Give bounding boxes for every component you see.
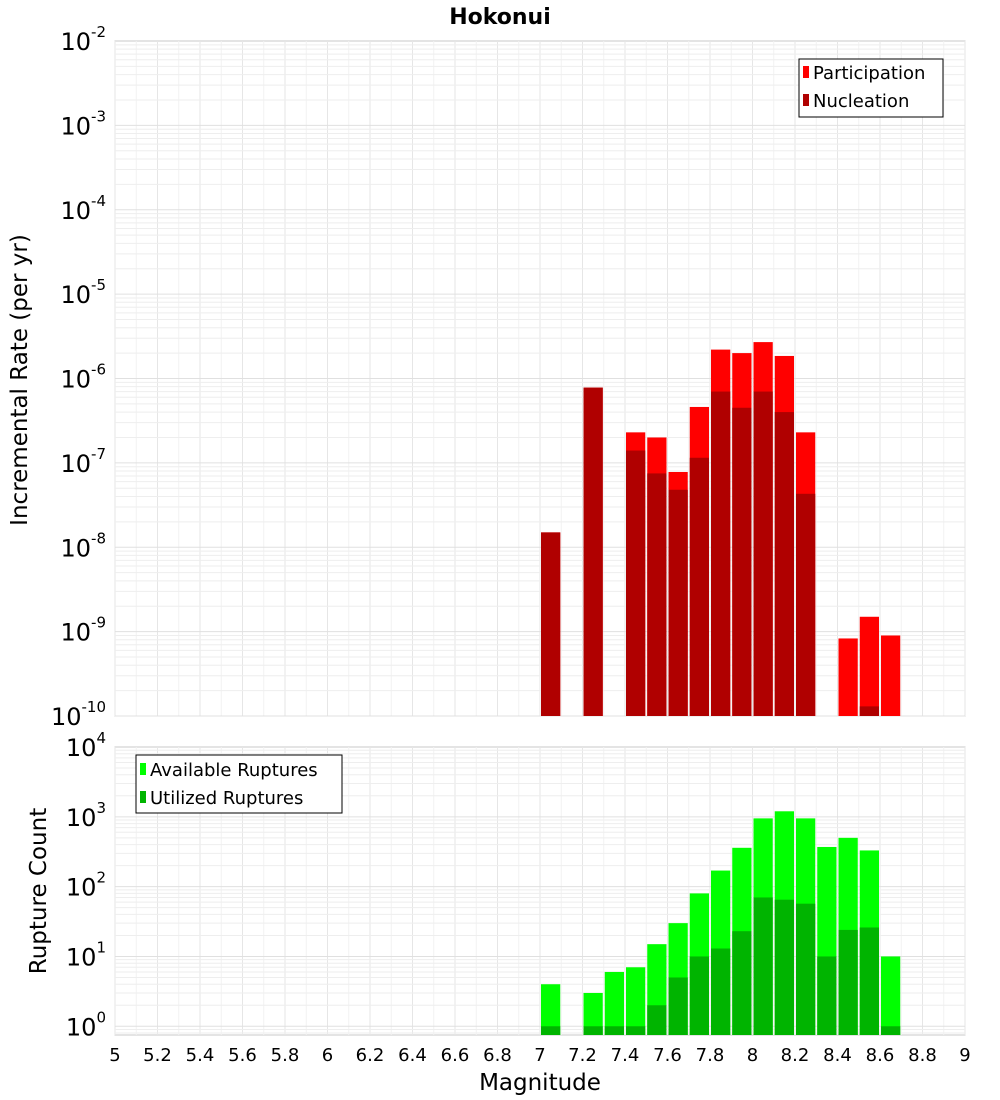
x-tick-label: 5: [109, 1045, 120, 1066]
rate-y-tick-label: 10-9: [60, 614, 106, 647]
bar-available: [541, 984, 561, 1035]
rate-y-tick-label: 10-6: [60, 361, 106, 394]
rate-y-tick-label: 10-7: [60, 445, 106, 478]
available-legend-label: Available Ruptures: [150, 760, 318, 781]
x-tick-label: 5.4: [186, 1045, 215, 1066]
x-tick-label: 5.8: [271, 1045, 300, 1066]
utilized-legend-swatch: [140, 791, 146, 803]
count-y-tick-label: 101: [66, 938, 106, 971]
bar-nucleation: [753, 391, 773, 716]
utilized-legend-label: Utilized Ruptures: [150, 788, 303, 809]
participation-legend-label: Participation: [813, 63, 925, 84]
rate-panel: 10-2 10-3 10-4 10-5 10-6 10-7 10-8 10-9 10-10 In…: [7, 23, 966, 731]
bar-utilized: [626, 1026, 646, 1035]
x-tick-label: 7.8: [696, 1045, 725, 1066]
x-tick-label: 7.2: [568, 1045, 597, 1066]
rate-grid: [114, 41, 966, 717]
count-legend-box: [135, 754, 343, 814]
x-tick-label: 5.6: [228, 1045, 257, 1066]
bar-utilized: [817, 956, 837, 1035]
bar-utilized: [541, 1026, 561, 1035]
bar-utilized: [583, 1026, 603, 1035]
x-tick-label: 8.2: [781, 1045, 810, 1066]
bar-utilized: [604, 1026, 624, 1035]
participation-legend-swatch: [803, 66, 809, 78]
bar-available: [626, 967, 646, 1035]
bar-utilized: [859, 927, 879, 1035]
count-legend: Available Ruptures Utilized Ruptures: [135, 754, 343, 814]
bar-nucleation: [541, 532, 561, 716]
bar-nucleation: [647, 473, 667, 716]
bar-participation: [859, 616, 879, 716]
nucleation-legend-label: Nucleation: [813, 91, 909, 112]
x-tick-label: 6.4: [398, 1045, 427, 1066]
bar-utilized: [711, 948, 731, 1035]
bar-utilized: [689, 956, 709, 1035]
bar-utilized: [647, 1005, 667, 1035]
x-tick-label: 7: [534, 1045, 545, 1066]
available-legend-swatch: [140, 763, 146, 775]
rate-y-tick-label: 10-8: [60, 529, 106, 562]
count-y-tick-labels: 104 103 102 101 100: [66, 729, 106, 1041]
bar-utilized: [774, 899, 794, 1035]
bar-utilized: [668, 977, 688, 1035]
count-y-tick-label: 104: [66, 729, 106, 762]
rate-legend-box: [798, 58, 944, 118]
bar-nucleation: [732, 407, 752, 716]
x-tick-label: 8: [747, 1045, 758, 1066]
x-tick-labels: 5 5.2 5.4 5.6 5.8 6 6.2 6.4 6.6 6.8 7 7.2 7.4 7.6 7.8 8…: [109, 1045, 970, 1066]
bar-nucleation: [668, 489, 688, 716]
x-tick-label: 6.6: [441, 1045, 470, 1066]
bar-nucleation: [711, 391, 731, 716]
x-tick-label: 5.2: [143, 1045, 172, 1066]
rate-y-tick-labels: 10-2 10-3 10-4 10-5 10-6 10-7 10-8 10-9 10-10: [51, 23, 106, 731]
count-y-tick-label: 102: [66, 869, 106, 902]
chart-title: Hokonui: [449, 5, 551, 30]
bar-nucleation: [796, 493, 816, 716]
rate-y-tick-label: 10-4: [60, 192, 106, 225]
x-tick-label: 8.6: [866, 1045, 895, 1066]
count-bars: [541, 811, 901, 1035]
count-y-tick-label: 100: [66, 1008, 106, 1041]
x-axis-label: Magnitude: [479, 1070, 601, 1096]
count-y-axis-label: Rupture Count: [26, 808, 52, 974]
x-tick-label: 8.8: [908, 1045, 937, 1066]
rate-y-tick-label: 10-2: [60, 23, 106, 56]
bar-nucleation: [626, 450, 646, 716]
rate-y-tick-label: 10-3: [60, 107, 106, 140]
bar-available: [604, 971, 624, 1035]
bar-nucleation: [689, 457, 709, 716]
rate-bars: [541, 342, 901, 716]
rate-legend: Participation Nucleation: [798, 58, 944, 118]
x-tick-label: 7.6: [653, 1045, 682, 1066]
rate-y-axis-label: Incremental Rate (per yr): [7, 234, 33, 526]
bar-participation: [881, 635, 901, 716]
bar-available: [583, 992, 603, 1035]
bar-utilized: [881, 1026, 901, 1035]
x-tick-label: 9: [959, 1045, 970, 1066]
bar-participation: [838, 638, 858, 716]
bar-nucleation: [774, 412, 794, 716]
bar-available: [881, 956, 901, 1035]
rate-y-tick-label: 10-5: [60, 276, 106, 309]
rupture-count-panel: 104 103 102 101 100 5 5.2 5.4 5.6 5.8 6 6.2 6.4 6.6 6…: [26, 729, 971, 1096]
bar-utilized: [753, 897, 773, 1035]
x-tick-label: 6: [322, 1045, 333, 1066]
x-tick-label: 8.4: [823, 1045, 852, 1066]
bar-utilized: [838, 929, 858, 1035]
bar-nucleation: [583, 387, 603, 716]
nucleation-legend-swatch: [803, 94, 809, 106]
bar-nucleation: [859, 706, 879, 716]
bar-utilized: [796, 903, 816, 1035]
x-tick-label: 6.2: [356, 1045, 385, 1066]
bar-utilized: [732, 931, 752, 1035]
rate-y-tick-label: 10-10: [51, 698, 106, 731]
count-y-tick-label: 103: [66, 799, 106, 832]
x-tick-label: 7.4: [611, 1045, 640, 1066]
x-tick-label: 6.8: [483, 1045, 512, 1066]
